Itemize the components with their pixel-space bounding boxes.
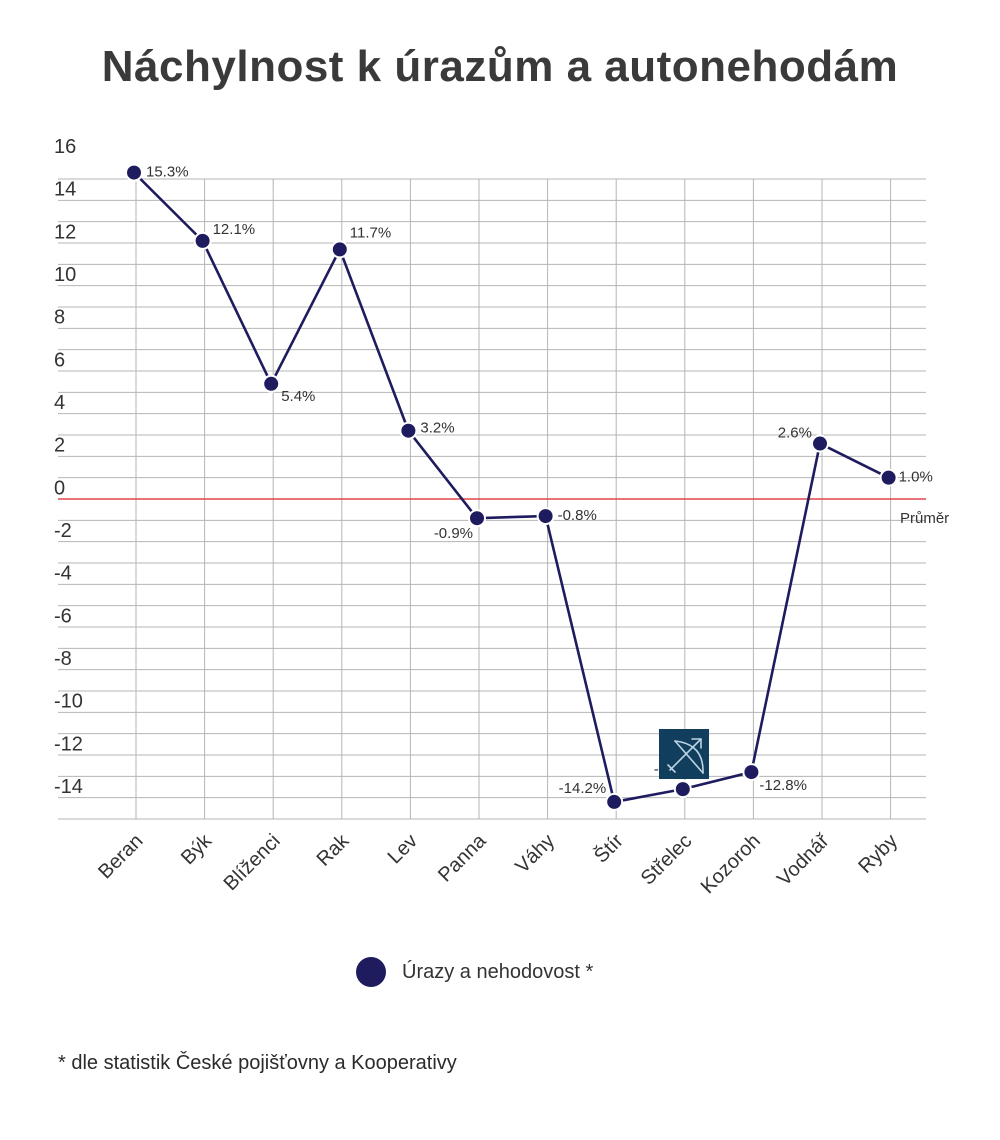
data-point: [330, 240, 349, 259]
x-tick-label: Panna: [434, 829, 491, 886]
data-label: -0.8%: [558, 507, 597, 524]
legend: Úrazy a nehodovost *: [356, 955, 593, 989]
data-label: -14.2%: [559, 780, 607, 797]
series-line-group: [133, 171, 890, 804]
data-label: 12.1%: [213, 221, 256, 238]
chart-title: Náchylnost k úrazům a autonehodám: [101, 42, 899, 91]
y-tick-label: 16: [54, 136, 76, 158]
data-point: [673, 780, 692, 799]
x-tick-label: Váhy: [511, 830, 559, 878]
data-label: 5.4%: [281, 388, 315, 405]
y-tick-label: -6: [54, 605, 72, 627]
x-tick-label: Rak: [313, 829, 354, 870]
data-label: 15.3%: [146, 164, 189, 181]
x-tick-label: Ryby: [854, 830, 902, 878]
data-labels: 15.3% 12.1% 5.4% 11.7% 3.2% -0.9% -0.8% -14.2% -…: [146, 164, 933, 797]
series-line: [133, 171, 890, 804]
data-point: [468, 509, 486, 528]
data-label: 11.7%: [350, 224, 391, 241]
y-tick-label: -8: [54, 648, 72, 670]
data-point: [879, 468, 898, 487]
y-tick-label: 2: [54, 435, 65, 457]
y-tick-label: 4: [54, 392, 65, 414]
y-tick-label: -4: [54, 563, 72, 585]
footnote: * dle statistik České pojišťovny a Koope…: [58, 1052, 457, 1074]
y-tick-label: 8: [54, 307, 65, 329]
data-label: 2.6%: [778, 425, 812, 442]
legend-label: Úrazy a nehodovost *: [402, 960, 594, 983]
data-label: -0.9%: [434, 525, 473, 542]
data-label: 1.0%: [899, 469, 933, 486]
data-label: 3.2%: [420, 420, 454, 437]
average-line-group: Průměr: [58, 498, 949, 527]
data-points: [125, 163, 898, 811]
data-point: [262, 374, 281, 393]
y-tick-label: 10: [54, 264, 76, 286]
x-tick-label: Kozoroh: [697, 830, 765, 898]
y-tick-label: -10: [54, 691, 83, 713]
y-tick-label: 0: [54, 477, 65, 499]
data-point: [125, 163, 143, 182]
y-axis: 16 14 12 10 8 6 4 2 0 -2 -4 -6 -8 -10 -12 -14: [54, 136, 83, 798]
data-point: [742, 763, 761, 782]
sagittarius-icon: [659, 729, 709, 779]
grid: [58, 178, 926, 820]
average-line-label: Průměr: [900, 510, 949, 527]
data-point: [193, 231, 212, 250]
x-tick-label: Štír: [589, 829, 628, 868]
data-label: -12.8%: [759, 777, 807, 794]
x-tick-label: Beran: [94, 830, 147, 883]
x-tick-label: Lev: [384, 830, 422, 868]
y-tick-label: 14: [54, 179, 76, 201]
y-tick-label: 6: [54, 349, 65, 371]
x-tick-label: Blíženci: [220, 830, 285, 895]
y-tick-label: -14: [54, 776, 83, 798]
x-tick-label: Býk: [177, 829, 217, 869]
data-point: [605, 792, 624, 811]
data-point: [536, 507, 555, 526]
y-tick-label: -12: [54, 733, 83, 755]
x-axis: Beran Býk Blíženci Rak Lev Panna Váhy Štír Střel…: [94, 829, 902, 898]
x-tick-label: Vodnář: [773, 829, 834, 890]
y-tick-label: -2: [54, 520, 72, 542]
x-tick-label: Střelec: [637, 830, 697, 890]
legend-marker: [356, 957, 386, 987]
data-point: [399, 421, 418, 440]
data-point: [811, 434, 829, 453]
y-tick-label: 12: [54, 221, 76, 243]
